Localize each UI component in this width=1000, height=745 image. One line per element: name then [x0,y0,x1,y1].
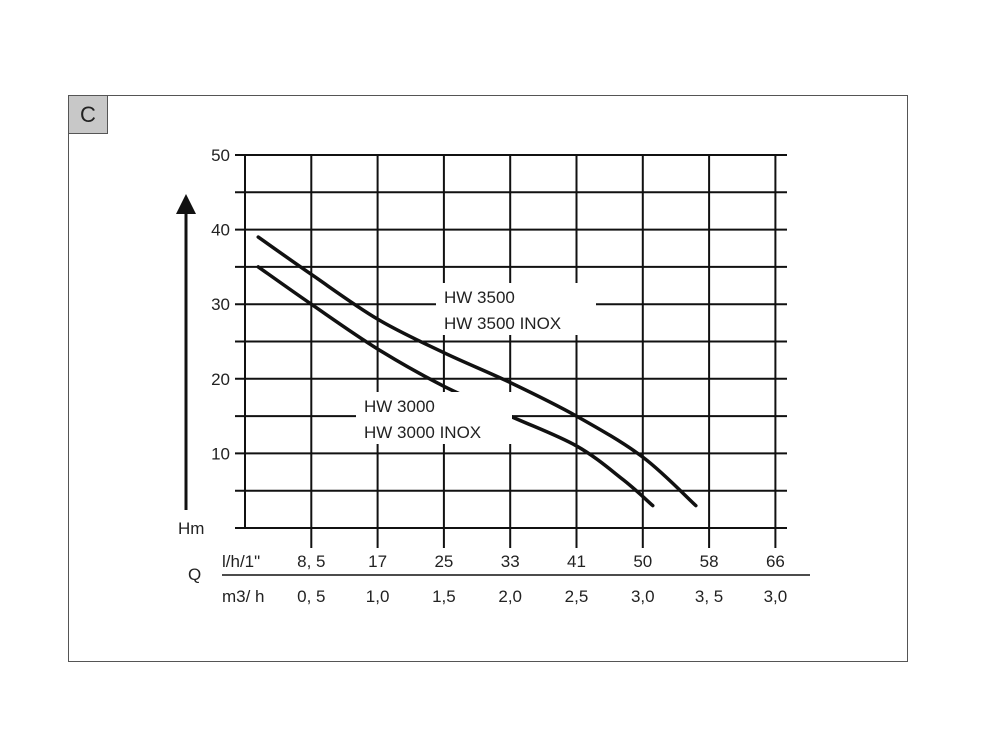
y-tick-label: 10 [211,444,230,463]
x-tick-label: 2,0 [498,587,522,606]
x-unit-label: l/h/1" [222,552,260,571]
grid [235,154,787,548]
y-tick-label: 40 [211,221,230,240]
series-label-bg [356,392,512,444]
series-group [256,235,698,508]
axes [176,155,810,576]
x-tick-label: 3,0 [631,587,655,606]
series-label-name: HW 3500 [444,288,515,307]
x-tick-label: 1,5 [432,587,456,606]
x-tick-label: 3,0 [764,587,788,606]
x-tick-label: 2,5 [565,587,589,606]
x-tick-label: 0, 5 [297,587,325,606]
y-tick-label: 30 [211,295,230,314]
y-axis-label: Hm [178,519,204,538]
x-tick-label: 50 [633,552,652,571]
panel-label: C [69,96,108,134]
x-tick-label: 8, 5 [297,552,325,571]
series-label-bg [436,283,596,335]
x-tick-label: 33 [501,552,520,571]
chart-frame [68,95,908,662]
x-tick-label: 41 [567,552,586,571]
x-unit-label: m3/ h [222,587,265,606]
labels: 10 20 30 40 50 Hm Ql/h/1" 8, 5 17 25 33 41 50 58 66 m3/… [178,146,787,606]
x-tick-label: 66 [766,552,785,571]
x-tick-label: 25 [434,552,453,571]
series-label-name-line2: HW 3000 INOX [364,423,481,442]
q-label: Q [188,565,201,584]
y-arrow-head [176,194,196,214]
series-label-name: HW 3000 [364,397,435,416]
x-tick-label: 58 [700,552,719,571]
series-line-hw3500 [256,235,698,508]
x-tick-label: 1,0 [366,587,390,606]
series-label-name-line2: HW 3500 INOX [444,314,561,333]
y-tick-label: 50 [211,146,230,165]
y-tick-label: 20 [211,370,230,389]
x-tick-label: 3, 5 [695,587,723,606]
x-tick-label: 17 [368,552,387,571]
